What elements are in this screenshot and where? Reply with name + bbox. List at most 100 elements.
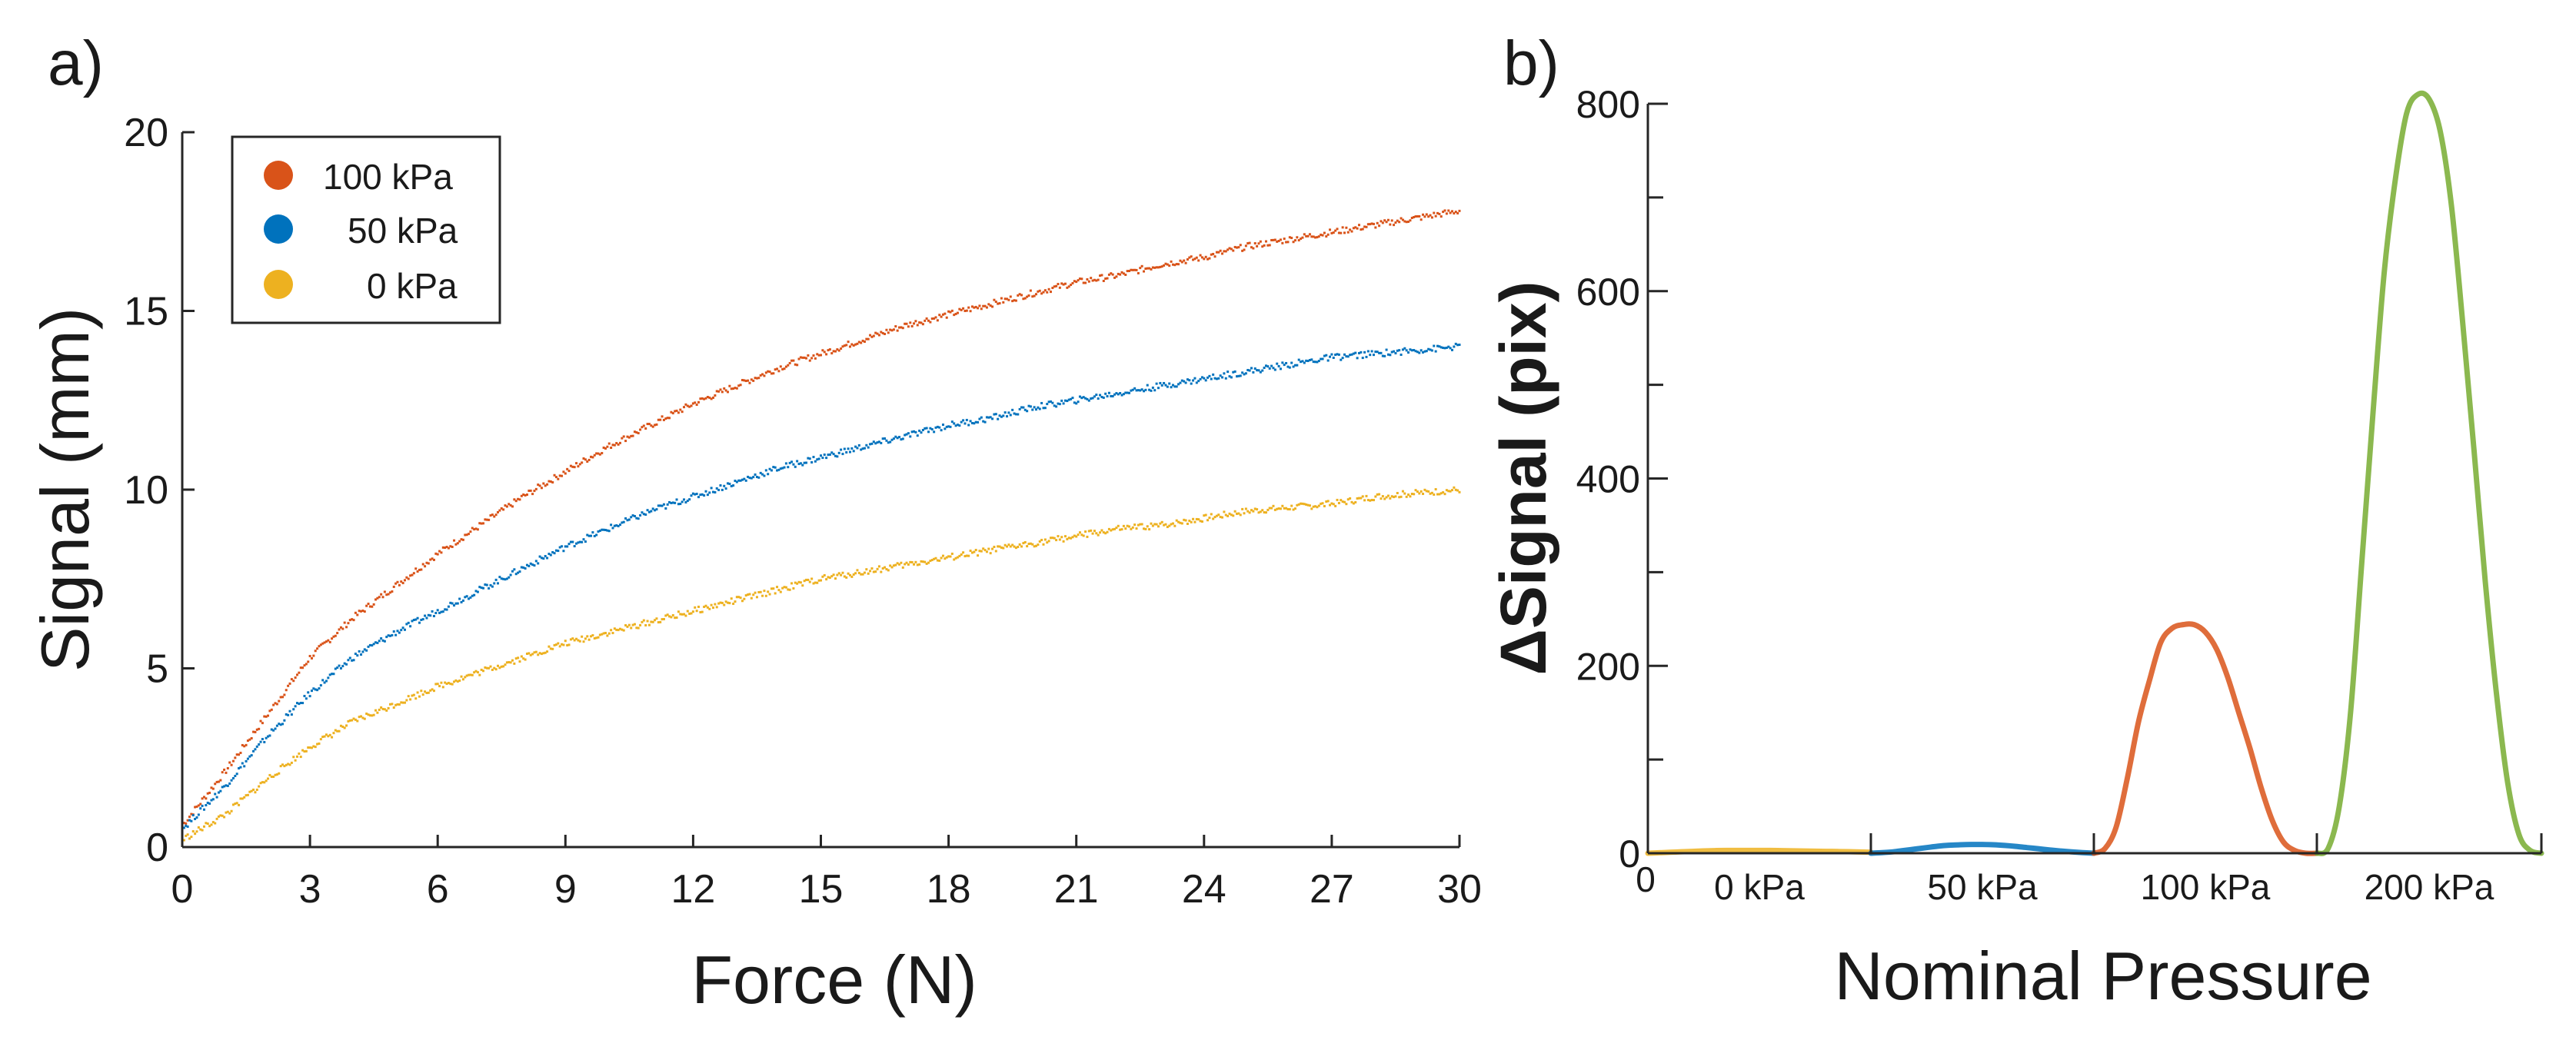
data-point: [540, 487, 543, 490]
data-point: [1310, 507, 1313, 510]
data-point: [877, 565, 880, 568]
data-point: [493, 515, 496, 518]
data-point: [715, 390, 718, 393]
data-point: [230, 779, 233, 782]
data-point: [1013, 299, 1016, 302]
data-point: [378, 596, 381, 599]
data-point: [407, 577, 410, 580]
data-point: [1416, 214, 1419, 218]
data-point: [219, 789, 222, 792]
data-point: [721, 488, 724, 491]
data-point: [1175, 263, 1178, 266]
data-point: [630, 434, 633, 437]
data-point: [238, 803, 241, 806]
data-point: [779, 590, 782, 593]
data-point: [557, 642, 560, 645]
data-point: [950, 552, 954, 555]
data-point: [1237, 512, 1240, 515]
data-point: [250, 754, 253, 757]
data-point: [1429, 492, 1432, 495]
data-point: [1320, 502, 1323, 505]
data-point: [1163, 381, 1166, 384]
data-point: [910, 324, 914, 327]
data-point: [1386, 353, 1390, 356]
data-point: [1184, 519, 1187, 522]
data-point: [571, 465, 574, 468]
data-point: [449, 601, 452, 604]
data-point: [319, 684, 322, 687]
data-point: [520, 566, 523, 569]
data-point: [1380, 497, 1383, 500]
data-point: [770, 469, 773, 472]
data-point: [1171, 384, 1174, 387]
data-point: [1297, 358, 1300, 361]
data-point: [285, 689, 288, 692]
data-point: [777, 370, 780, 373]
data-point: [954, 557, 957, 560]
data-point: [348, 619, 351, 622]
data-point: [739, 479, 742, 482]
data-point: [480, 586, 483, 590]
data-point: [438, 685, 441, 688]
data-point: [1438, 345, 1441, 348]
data-point: [1386, 218, 1390, 221]
data-point: [681, 500, 684, 503]
data-point: [210, 823, 213, 826]
data-point: [920, 321, 923, 324]
data-point: [1378, 493, 1381, 496]
legend-marker-50kpa: [264, 214, 293, 244]
data-point: [907, 563, 910, 566]
data-point: [743, 597, 746, 600]
data-point: [489, 665, 492, 668]
data-point: [458, 679, 461, 683]
data-point: [1006, 545, 1009, 548]
data-point: [290, 713, 293, 716]
data-point: [1007, 298, 1010, 301]
data-point: [367, 713, 370, 716]
data-point: [1372, 354, 1375, 357]
data-point: [554, 643, 557, 646]
data-point: [830, 451, 834, 454]
data-point: [1070, 537, 1073, 540]
data-point: [686, 610, 689, 613]
data-point: [217, 791, 220, 794]
data-point: [671, 501, 674, 504]
data-point: [1317, 235, 1320, 238]
data-point: [642, 619, 645, 622]
data-point: [1153, 389, 1157, 392]
data-point: [993, 545, 996, 548]
data-point: [231, 776, 235, 779]
data-point: [1419, 490, 1423, 493]
data-point: [461, 538, 464, 541]
data-point: [1204, 513, 1207, 517]
data-point: [288, 763, 291, 766]
data-point: [747, 379, 750, 382]
data-point: [1349, 228, 1352, 231]
data-point: [575, 462, 578, 465]
data-point: [1055, 405, 1058, 408]
data-point: [712, 606, 715, 610]
data-point: [383, 640, 386, 643]
data-point: [757, 476, 760, 479]
data-point: [199, 807, 202, 810]
data-point: [1285, 361, 1288, 364]
data-point: [904, 434, 907, 437]
data-point: [285, 763, 288, 766]
data-point: [870, 567, 874, 570]
data-point: [796, 582, 799, 585]
data-point: [787, 364, 790, 367]
data-point: [234, 802, 237, 806]
data-point: [892, 328, 895, 331]
data-point: [637, 517, 640, 520]
data-point: [1239, 374, 1242, 377]
data-point: [319, 738, 322, 741]
data-point: [945, 316, 948, 319]
data-point: [1434, 488, 1437, 491]
data-point: [1401, 348, 1404, 351]
data-point: [1020, 294, 1023, 297]
data-point: [1157, 266, 1160, 269]
data-point: [298, 752, 301, 755]
data-point: [1157, 387, 1160, 390]
data-point: [336, 632, 339, 635]
data-point: [657, 504, 660, 507]
